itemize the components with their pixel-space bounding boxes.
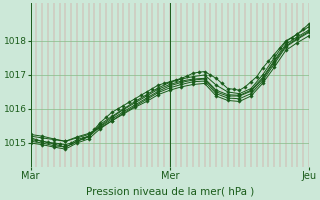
X-axis label: Pression niveau de la mer( hPa ): Pression niveau de la mer( hPa ) (86, 187, 254, 197)
